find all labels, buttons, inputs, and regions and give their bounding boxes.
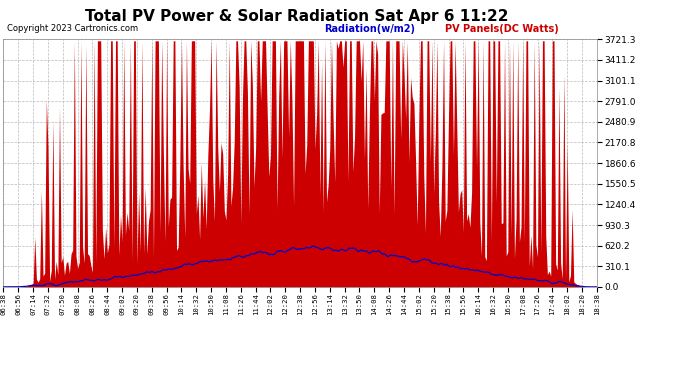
Text: Total PV Power & Solar Radiation Sat Apr 6 11:22: Total PV Power & Solar Radiation Sat Apr… [85,9,509,24]
Text: PV Panels(DC Watts): PV Panels(DC Watts) [445,24,559,34]
Text: Copyright 2023 Cartronics.com: Copyright 2023 Cartronics.com [7,24,138,33]
Text: Radiation(w/m2): Radiation(w/m2) [324,24,415,34]
